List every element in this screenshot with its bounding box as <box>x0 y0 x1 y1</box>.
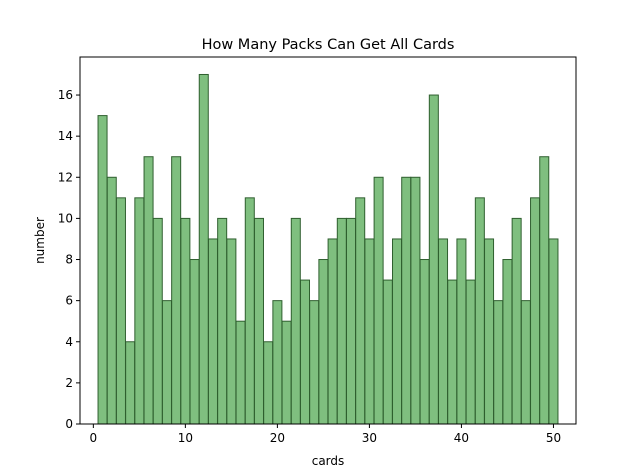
bar-44 <box>493 300 504 425</box>
y-tick-label: 10 <box>58 211 73 225</box>
x-tick-label: 40 <box>454 431 469 445</box>
bar-45 <box>502 259 513 425</box>
x-tick-label: 20 <box>270 431 285 445</box>
bar-48 <box>530 197 541 425</box>
x-tick-label: 30 <box>362 431 377 445</box>
bar-20 <box>272 300 283 425</box>
bar-39 <box>447 279 458 425</box>
bar-13 <box>207 238 218 425</box>
bar-24 <box>309 300 320 425</box>
bar-38 <box>438 238 449 425</box>
x-axis-ticks: 0 10 20 30 40 50 <box>90 424 561 445</box>
bar-4 <box>125 341 136 425</box>
bar-10 <box>180 217 191 425</box>
y-tick-label: 0 <box>65 417 73 431</box>
bar-37 <box>428 94 439 425</box>
bar-49 <box>539 156 550 425</box>
bar-32 <box>382 279 393 425</box>
y-tick-label: 12 <box>58 170 73 184</box>
y-tick-label: 4 <box>65 335 73 349</box>
x-axis-label: cards <box>312 454 345 468</box>
bar-8 <box>161 300 172 425</box>
bar-35 <box>410 176 421 425</box>
bar-50 <box>548 238 559 425</box>
y-tick-label: 8 <box>65 253 73 267</box>
bar-30 <box>364 238 375 425</box>
y-tick-label: 16 <box>58 88 73 102</box>
bar-11 <box>189 259 200 425</box>
bar-2 <box>106 176 117 425</box>
bar-3 <box>115 197 126 425</box>
bar-12 <box>198 73 209 425</box>
bar-9 <box>171 156 182 425</box>
bars-group <box>97 73 559 425</box>
bar-14 <box>217 217 228 425</box>
y-tick-label: 6 <box>65 294 73 308</box>
bar-1 <box>97 115 108 425</box>
bar-46 <box>511 217 522 425</box>
bar-47 <box>520 300 531 425</box>
bar-43 <box>484 238 495 425</box>
bar-31 <box>373 176 384 425</box>
chart-title: How Many Packs Can Get All Cards <box>202 37 455 53</box>
bar-17 <box>244 197 255 425</box>
bar-25 <box>318 259 329 425</box>
bar-34 <box>401 176 412 425</box>
bar-15 <box>226 238 237 425</box>
bar-22 <box>290 217 301 425</box>
y-axis-ticks: 0 2 4 6 8 10 12 14 16 <box>58 88 80 431</box>
bar-21 <box>281 320 292 425</box>
bar-41 <box>465 279 476 425</box>
bar-36 <box>419 259 430 425</box>
bar-6 <box>143 156 154 425</box>
bar-26 <box>327 238 338 425</box>
x-tick-label: 0 <box>90 431 98 445</box>
bar-40 <box>456 238 467 425</box>
bar-5 <box>134 197 145 425</box>
bar-23 <box>299 279 311 425</box>
bar-28 <box>345 217 357 425</box>
bar-33 <box>392 238 403 425</box>
bar-7 <box>152 217 163 425</box>
bar-18 <box>253 217 264 425</box>
y-axis-label: number <box>33 217 47 264</box>
y-tick-label: 14 <box>58 129 73 143</box>
bar-27 <box>336 217 347 425</box>
y-tick-label: 2 <box>65 376 73 390</box>
plot-frame <box>79 56 577 425</box>
x-tick-label: 50 <box>546 431 561 445</box>
bar-29 <box>355 197 366 425</box>
bar-42 <box>474 197 485 425</box>
bar-19 <box>263 341 274 425</box>
bar-16 <box>235 320 246 425</box>
x-tick-label: 10 <box>178 431 193 445</box>
